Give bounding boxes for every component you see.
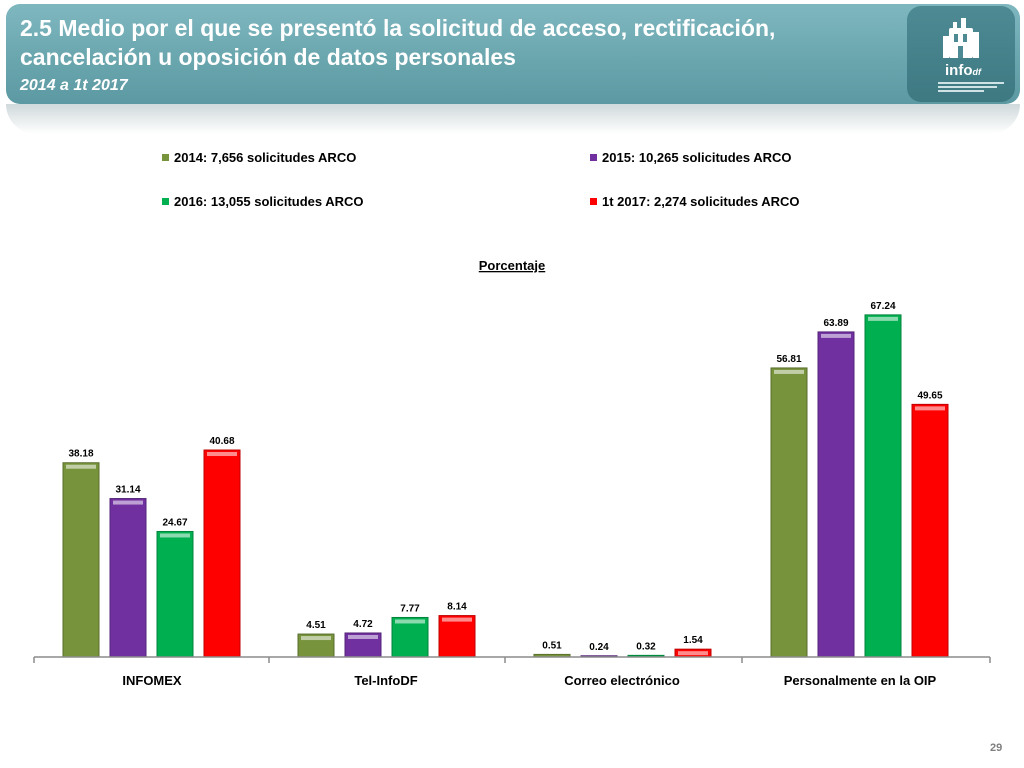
- bar-highlight-3-3: [915, 406, 945, 411]
- logo-word-suffix: df: [972, 67, 982, 77]
- legend-swatch-2015: [590, 154, 597, 161]
- header-shadow: [6, 104, 1020, 134]
- bar-0-3: [770, 367, 808, 658]
- data-label-0-2: 0.51: [542, 640, 562, 651]
- data-label-2-0: 24.67: [162, 517, 187, 528]
- bar-0-0: [62, 462, 100, 658]
- logo-fine-print: [938, 82, 1004, 92]
- header-band: [6, 4, 1020, 104]
- bar-1-3: [817, 331, 855, 658]
- bar-3-3: [911, 403, 949, 658]
- bar-highlight-2-3: [868, 316, 898, 321]
- data-label-3-0: 40.68: [209, 436, 234, 447]
- bar-highlight-0-3: [774, 369, 804, 374]
- slide-subtitle: 2014 a 1t 2017: [20, 77, 128, 94]
- bar-highlight-2-1: [395, 619, 425, 624]
- category-label-0: INFOMEX: [122, 673, 182, 688]
- legend-item-2017: 1t 2017: 2,274 solicitudes ARCO: [590, 194, 800, 209]
- bar-3-1: [438, 615, 476, 658]
- legend-label-2014: 2014: 7,656 solicitudes ARCO: [174, 150, 357, 165]
- data-label-3-3: 49.65: [917, 390, 942, 401]
- category-label-3: Personalmente en la OIP: [784, 673, 937, 688]
- data-label-1-3: 63.89: [823, 318, 848, 329]
- chart-title: Porcentaje: [479, 258, 545, 273]
- legend-swatch-2014: [162, 154, 169, 161]
- bar-3-0: [203, 449, 241, 658]
- category-label-2: Correo electrónico: [564, 673, 680, 688]
- slide-title: 2.5 Medio por el que se presentó la soli…: [20, 15, 776, 70]
- legend-label-2015: 2015: 10,265 solicitudes ARCO: [602, 150, 792, 165]
- data-label-1-1: 4.72: [353, 619, 373, 630]
- data-label-0-1: 4.51: [306, 620, 326, 631]
- bar-1-0: [109, 498, 147, 658]
- bar-highlight-1-1: [348, 634, 378, 639]
- category-label-1: Tel-InfoDF: [354, 673, 417, 688]
- bar-highlight-0-0: [66, 464, 96, 469]
- legend-item-2014: 2014: 7,656 solicitudes ARCO: [162, 150, 356, 165]
- bar-highlight-2-0: [160, 533, 190, 538]
- data-label-1-2: 0.24: [589, 642, 609, 653]
- bar-highlight-3-2: [678, 651, 708, 656]
- bar-2-3: [864, 314, 902, 658]
- data-label-2-2: 0.32: [636, 641, 656, 652]
- bar-highlight-1-0: [113, 500, 143, 505]
- logo-word: info: [945, 62, 973, 79]
- data-label-0-0: 38.18: [68, 449, 93, 460]
- legend-swatch-2017: [590, 198, 597, 205]
- bar-highlight-3-0: [207, 452, 237, 457]
- legend-label-2016: 2016: 13,055 solicitudes ARCO: [174, 194, 364, 209]
- data-label-1-0: 31.14: [115, 485, 140, 496]
- building-icon: [943, 18, 979, 58]
- legend-label-2017: 1t 2017: 2,274 solicitudes ARCO: [602, 194, 800, 209]
- data-label-3-2: 1.54: [683, 635, 703, 646]
- data-label-3-1: 8.14: [447, 602, 467, 613]
- legend-item-2016: 2016: 13,055 solicitudes ARCO: [162, 194, 364, 209]
- bar-highlight-3-1: [442, 617, 472, 622]
- legend-swatch-2016: [162, 198, 169, 205]
- bar-highlight-0-1: [301, 636, 331, 641]
- legend-item-2015: 2015: 10,265 solicitudes ARCO: [590, 150, 792, 165]
- bar-2-0: [156, 530, 194, 658]
- bar-highlight-1-3: [821, 333, 851, 338]
- page-number: 29: [990, 742, 1003, 754]
- logo-wordmark: infodf: [945, 62, 981, 79]
- data-label-2-3: 67.24: [870, 301, 895, 312]
- data-label-0-3: 56.81: [776, 354, 801, 365]
- data-label-2-1: 7.77: [400, 603, 420, 614]
